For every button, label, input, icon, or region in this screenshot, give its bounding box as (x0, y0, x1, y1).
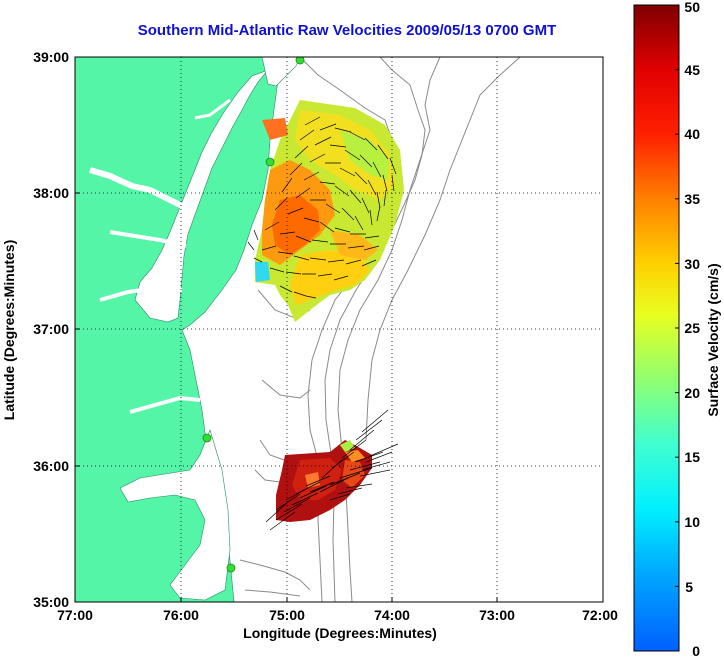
colorbar-tick-label: 0 (692, 643, 700, 659)
x-tick-label: 75:00 (269, 607, 305, 623)
south-velocity-vectors (265, 409, 399, 531)
colorbar-label: Surface Velocity (cm/s) (705, 263, 721, 416)
y-tick-label: 35:00 (33, 594, 69, 610)
station-marker (226, 563, 236, 573)
river-potomac (89, 167, 192, 213)
x-tick-labels: 77:00 76:00 75:00 74:00 73:00 72:00 (57, 607, 618, 623)
station-marker (265, 157, 275, 167)
radar-stations (202, 57, 305, 573)
y-tick-label: 38:00 (33, 185, 69, 201)
colorbar-tick-label: 10 (684, 514, 700, 530)
north-speed-grid (255, 100, 404, 322)
colorbar-tick-label: 20 (684, 385, 700, 401)
station-marker (295, 57, 305, 65)
river-albemarle (129, 395, 201, 414)
chart-title: Southern Mid-Atlantic Raw Velocities 200… (137, 22, 557, 39)
y-tick-label: 37:00 (33, 321, 69, 337)
colorbar-tick-label: 35 (684, 191, 700, 207)
y-tick-label: 39:00 (33, 49, 69, 65)
y-tick-label: 36:00 (33, 458, 69, 474)
x-tick-label: 72:00 (582, 607, 618, 623)
colorbar-tick-label: 45 (684, 62, 700, 78)
x-axis-label: Longitude (Degrees:Minutes) (243, 625, 437, 641)
y-tick-labels: 35:00 36:00 37:00 38:00 39:00 (33, 49, 69, 610)
x-tick-label: 73:00 (479, 607, 515, 623)
colorbar-tick-label: 40 (684, 126, 700, 142)
y-axis-label: Latitude (Degrees:Minutes) (1, 240, 17, 420)
colorbar-tick-label: 30 (684, 256, 700, 272)
river-james (99, 285, 183, 302)
colorbar (633, 4, 680, 652)
river-rappahannock (109, 230, 187, 248)
x-tick-label: 74:00 (374, 607, 410, 623)
colorbar-ticks (675, 4, 679, 587)
colorbar-tick-label: 15 (684, 449, 700, 465)
river-choptank (194, 98, 231, 120)
colorbar-tick-label: 50 (684, 0, 700, 15)
station-marker (202, 433, 212, 443)
x-tick-label: 76:00 (163, 607, 199, 623)
graticule (75, 57, 603, 602)
chesapeake-bay (134, 69, 269, 323)
colorbar-tick-labels: 0 5 10 15 20 25 30 35 40 45 50 (684, 0, 700, 659)
colorbar-tick-label: 25 (684, 320, 700, 336)
axis-ticks (75, 192, 498, 602)
x-tick-label: 77:00 (57, 607, 93, 623)
colorbar-tick-label: 5 (685, 579, 693, 595)
albemarle-pamlico-sound (119, 429, 231, 601)
delaware-bay (261, 57, 301, 87)
